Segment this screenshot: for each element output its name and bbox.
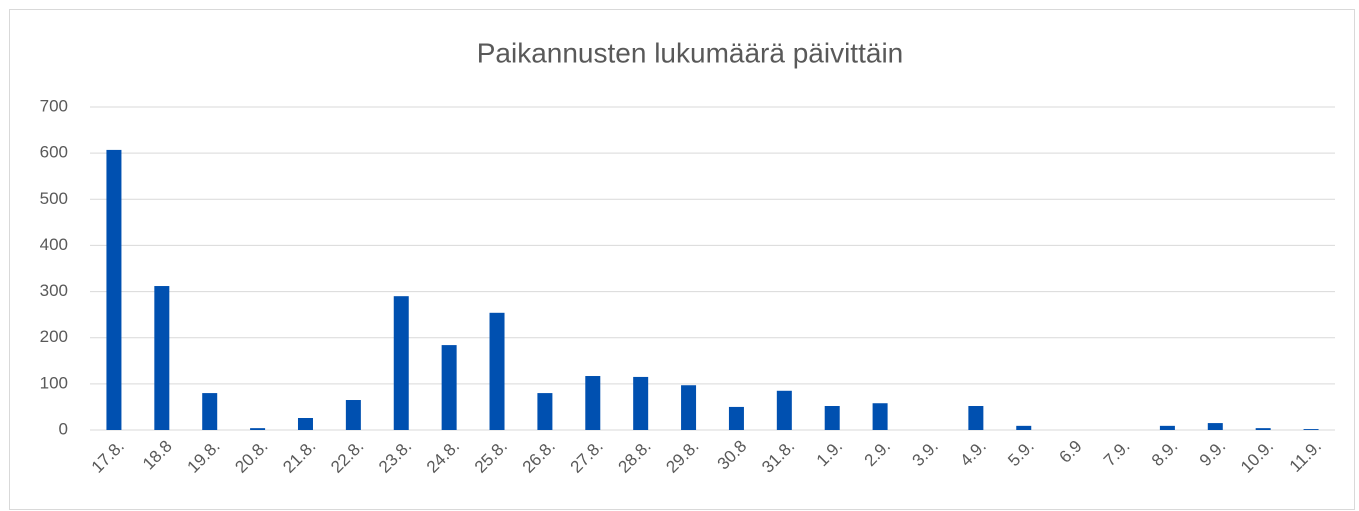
bar <box>202 393 218 430</box>
bar <box>297 418 313 430</box>
bar <box>489 312 505 430</box>
bar <box>872 403 888 430</box>
bar <box>585 376 601 430</box>
bar <box>537 393 553 430</box>
y-tick-label: 300 <box>40 281 68 300</box>
bar <box>441 345 457 430</box>
bar <box>1303 429 1319 430</box>
bar <box>1207 423 1223 430</box>
chart-border <box>9 9 1355 510</box>
bar <box>1255 428 1271 430</box>
bar <box>633 376 649 430</box>
bar <box>154 286 170 430</box>
y-tick-label: 0 <box>59 419 68 438</box>
bar <box>1016 425 1032 430</box>
y-tick-label: 700 <box>40 96 68 115</box>
bar <box>824 406 840 430</box>
bar <box>776 390 792 430</box>
y-tick-label: 100 <box>40 373 68 392</box>
bar <box>728 406 744 430</box>
bar <box>1159 425 1175 430</box>
y-tick-label: 500 <box>40 189 68 208</box>
bar <box>393 296 409 430</box>
bar <box>250 428 266 430</box>
y-tick-label: 400 <box>40 235 68 254</box>
y-tick-label: 200 <box>40 327 68 346</box>
bar <box>345 400 361 430</box>
bar <box>681 385 697 430</box>
bar <box>106 149 122 431</box>
bar <box>968 406 984 430</box>
y-tick-label: 600 <box>40 143 68 162</box>
chart-title: Paikannusten lukumäärä päivittäin <box>477 37 903 68</box>
